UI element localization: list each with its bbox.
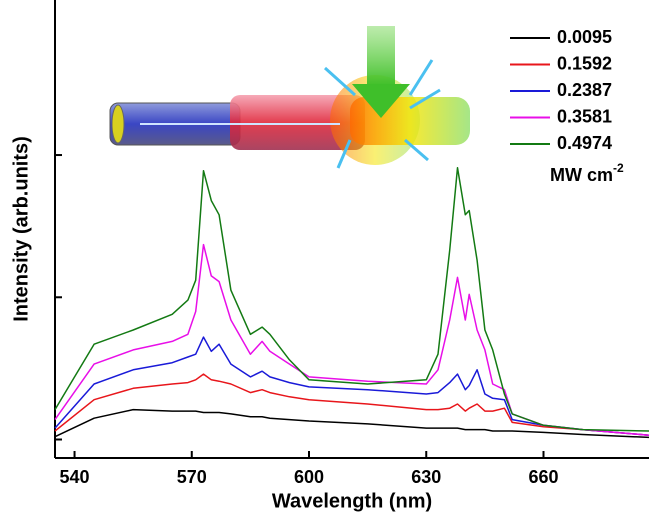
- x-tick-label: 540: [60, 467, 90, 487]
- x-tick-label: 660: [528, 467, 558, 487]
- spectrum-line: [54, 373, 649, 436]
- spectrum-line: [54, 336, 649, 436]
- inset-illustration: [109, 26, 470, 169]
- legend-label: 0.3581: [557, 106, 612, 126]
- x-tick-label: 630: [411, 467, 441, 487]
- legend-title-sup: -2: [613, 161, 624, 175]
- legend-label: 0.4974: [557, 133, 612, 153]
- spectrum-line: [54, 167, 649, 432]
- legend-title-text: MW cm: [550, 165, 613, 185]
- legend-label: 0.2387: [557, 80, 612, 100]
- y-axis-label: Intensity (arb.units): [10, 136, 32, 322]
- spectrum-line: [54, 243, 649, 436]
- spectrum-line: [54, 408, 649, 439]
- x-axis-label: Wavelength (nm): [272, 490, 432, 512]
- x-tick-label: 600: [294, 467, 324, 487]
- legend-label: 0.1592: [557, 53, 612, 73]
- x-tick-label: 570: [177, 467, 207, 487]
- legend-title: MW cm-2: [550, 161, 624, 185]
- legend-label: 0.0095: [557, 27, 612, 47]
